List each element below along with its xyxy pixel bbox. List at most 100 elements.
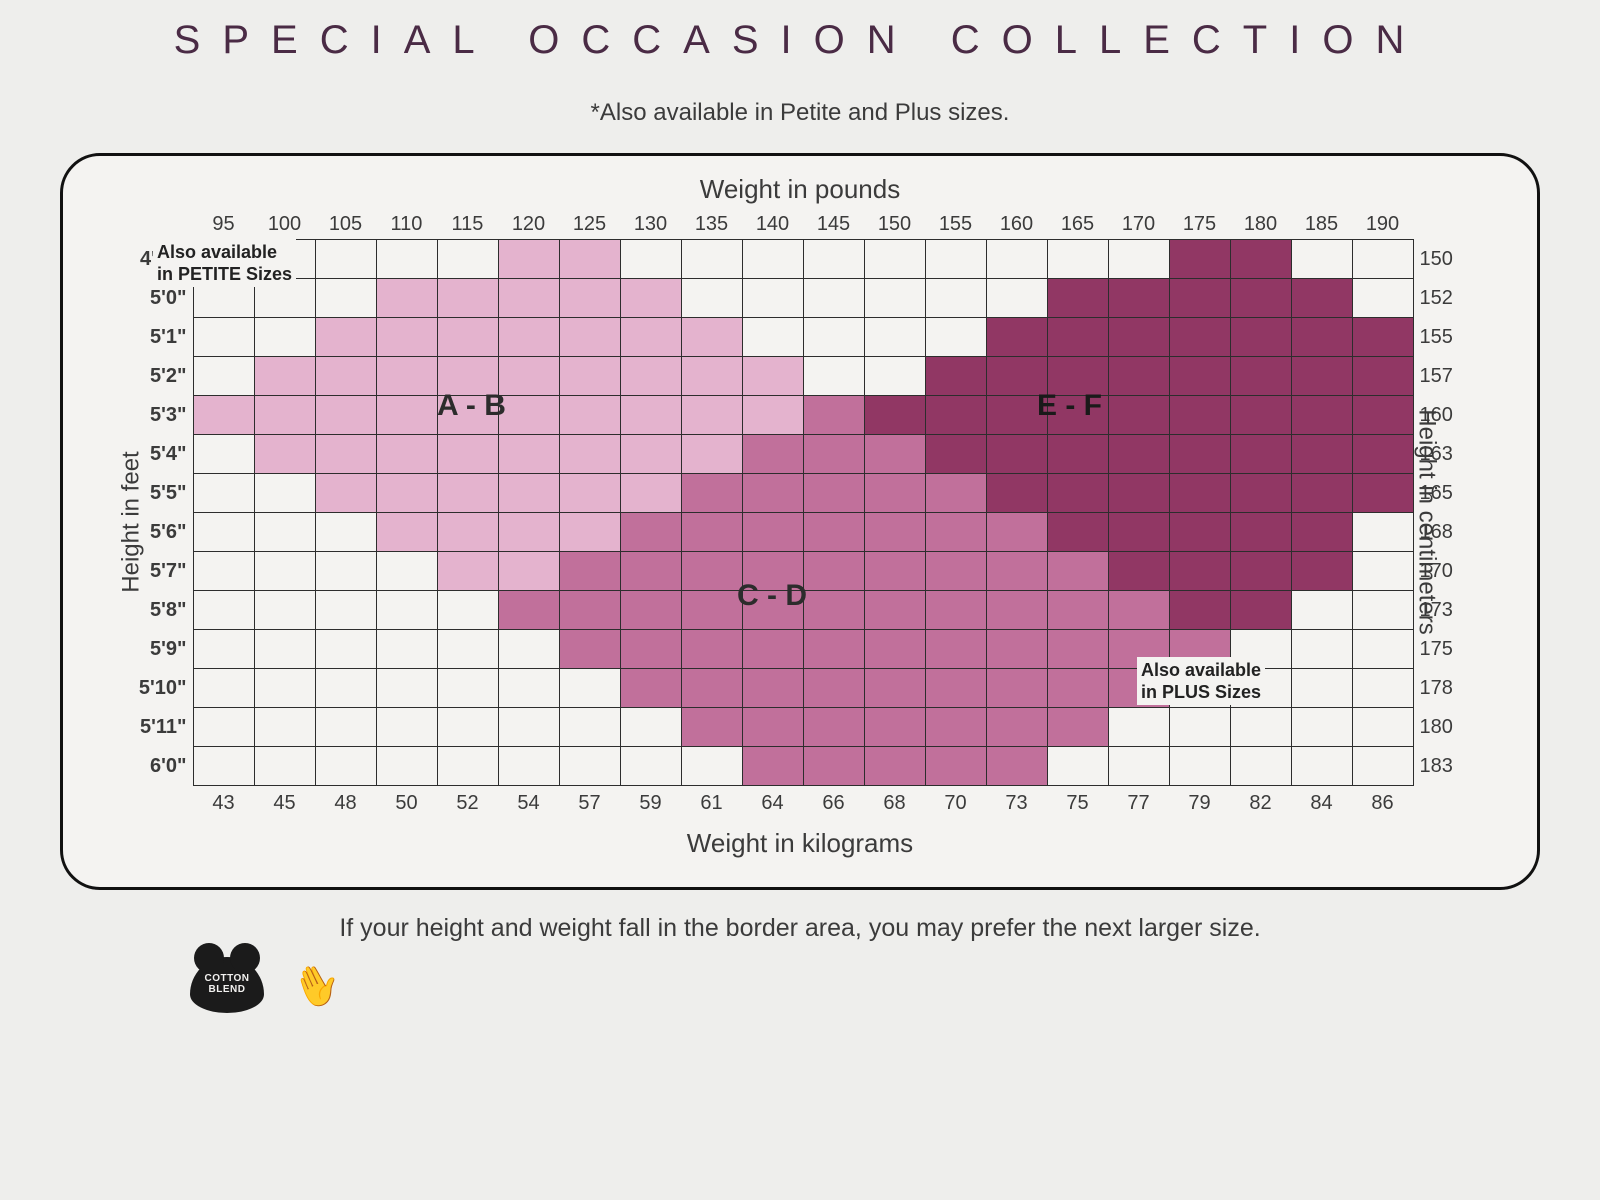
grid-cell	[376, 513, 437, 552]
grid-cell	[1047, 591, 1108, 630]
top-tick: 175	[1169, 209, 1230, 240]
grid-cell	[925, 474, 986, 513]
grid-cell	[254, 747, 315, 786]
grid-cell	[1352, 474, 1413, 513]
grid-cell	[254, 474, 315, 513]
bottom-tick: 70	[925, 786, 986, 821]
grid-cell	[864, 435, 925, 474]
grid-cell	[1230, 279, 1291, 318]
care-icons: COTTONBLEND ✋	[20, 943, 1580, 1013]
grid-cell	[1108, 396, 1169, 435]
grid-cell	[864, 630, 925, 669]
grid-cell	[498, 474, 559, 513]
grid-cell	[193, 669, 254, 708]
grid-cell	[1047, 474, 1108, 513]
grid-cell	[559, 240, 620, 279]
grid-cell	[681, 279, 742, 318]
grid-cell	[864, 357, 925, 396]
left-tick: 5'1"	[133, 318, 194, 357]
grid-cell	[1291, 630, 1352, 669]
top-tick: 130	[620, 209, 681, 240]
grid-cell	[437, 318, 498, 357]
grid-cell	[1047, 357, 1108, 396]
grid-cell	[742, 435, 803, 474]
grid-cell	[925, 279, 986, 318]
petite-note: Also availablein PETITE Sizes	[153, 239, 296, 287]
grid-cell	[925, 669, 986, 708]
grid-cell	[315, 474, 376, 513]
right-tick: 183	[1413, 747, 1468, 786]
grid-cell	[498, 552, 559, 591]
axis-label-right: Height in centimeters	[1412, 409, 1440, 634]
grid-cell	[803, 591, 864, 630]
grid-cell	[986, 669, 1047, 708]
grid-cell	[1169, 513, 1230, 552]
grid-cell	[376, 435, 437, 474]
grid-cell	[1352, 591, 1413, 630]
top-tick: 185	[1291, 209, 1352, 240]
grid-cell	[1291, 474, 1352, 513]
grid-cell	[254, 396, 315, 435]
bottom-tick: 68	[864, 786, 925, 821]
grid-cell	[864, 318, 925, 357]
grid-cell	[1169, 708, 1230, 747]
grid-cell	[620, 240, 681, 279]
grid-cell	[864, 279, 925, 318]
grid-cell	[864, 552, 925, 591]
grid-cell	[925, 552, 986, 591]
grid-cell	[315, 396, 376, 435]
grid-cell	[254, 357, 315, 396]
grid-cell	[1291, 357, 1352, 396]
grid-cell	[620, 474, 681, 513]
grid-cell	[437, 747, 498, 786]
grid-cell	[986, 240, 1047, 279]
grid-cell	[803, 396, 864, 435]
grid-cell	[1352, 552, 1413, 591]
grid-cell	[376, 669, 437, 708]
grid-cell	[254, 552, 315, 591]
grid-cell	[437, 240, 498, 279]
grid-cell	[681, 435, 742, 474]
grid-cell	[986, 513, 1047, 552]
bottom-tick: 45	[254, 786, 315, 821]
top-tick: 115	[437, 209, 498, 240]
bottom-tick: 75	[1047, 786, 1108, 821]
grid-cell	[193, 630, 254, 669]
page-header: SPECIAL OCCASION COLLECTION	[20, 10, 1580, 93]
grid-cell	[376, 591, 437, 630]
bottom-tick: 57	[559, 786, 620, 821]
top-tick: 180	[1230, 209, 1291, 240]
grid-cell	[254, 708, 315, 747]
grid-cell	[315, 357, 376, 396]
grid-cell	[498, 513, 559, 552]
grid-cell	[1352, 513, 1413, 552]
grid-cell	[1352, 240, 1413, 279]
grid-cell	[742, 747, 803, 786]
grid-cell	[559, 396, 620, 435]
grid-cell	[193, 513, 254, 552]
grid-cell	[376, 630, 437, 669]
grid-cell	[1047, 669, 1108, 708]
left-tick: 6'0"	[133, 747, 194, 786]
grid-cell	[1291, 708, 1352, 747]
grid-cell	[437, 708, 498, 747]
grid-cell	[315, 747, 376, 786]
grid-cell	[315, 318, 376, 357]
grid-cell	[315, 591, 376, 630]
grid-cell	[803, 435, 864, 474]
grid-cell	[1291, 279, 1352, 318]
grid-cell	[1108, 474, 1169, 513]
grid-cell	[315, 669, 376, 708]
grid-cell	[437, 552, 498, 591]
grid-cell	[803, 669, 864, 708]
grid-cell	[742, 279, 803, 318]
grid-cell	[742, 474, 803, 513]
grid-cell	[315, 513, 376, 552]
grid-cell	[1108, 747, 1169, 786]
grid-cell	[1230, 357, 1291, 396]
bottom-tick: 64	[742, 786, 803, 821]
grid-cell	[559, 747, 620, 786]
grid-cell	[742, 591, 803, 630]
grid-cell	[681, 552, 742, 591]
grid-cell	[498, 591, 559, 630]
